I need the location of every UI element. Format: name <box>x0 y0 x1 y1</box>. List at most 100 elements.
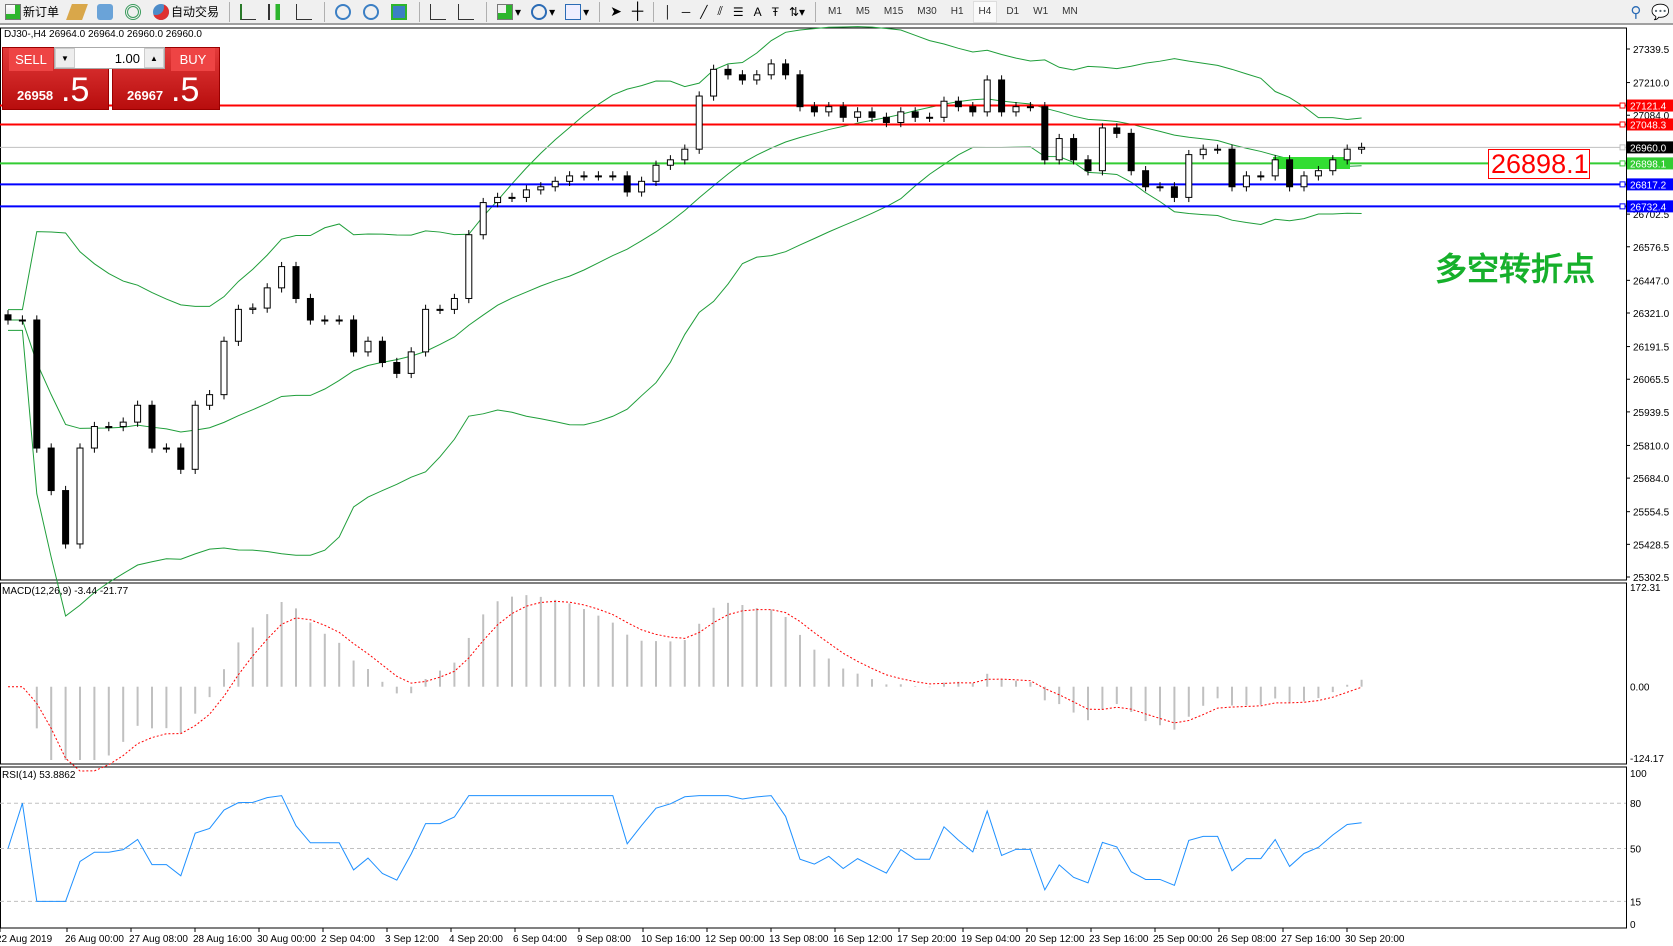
chart-shift-button[interactable] <box>427 1 451 23</box>
candle-bearish <box>1070 138 1078 161</box>
candle-bearish <box>954 100 962 108</box>
candle-bullish <box>1300 175 1308 188</box>
toolbar-separator <box>653 1 655 22</box>
time-tick-label: 6 Sep 04:00 <box>513 934 567 945</box>
time-tick-label: 17 Sep 20:00 <box>897 934 957 945</box>
autoscroll-icon <box>458 3 475 20</box>
candle-bearish <box>177 447 185 470</box>
time-tick-label: 30 Sep 20:00 <box>1345 934 1405 945</box>
time-tick-label: 20 Sep 12:00 <box>1025 934 1085 945</box>
timeframe-m1[interactable]: M1 <box>828 6 842 17</box>
candle-bearish <box>1041 106 1049 161</box>
text-label-tool[interactable]: Ŧ <box>769 1 782 23</box>
candle-bearish <box>738 74 746 81</box>
candle-bullish <box>134 404 142 423</box>
horizontal-line-tool[interactable]: ─ <box>679 1 694 23</box>
candlestick-button[interactable] <box>265 1 289 23</box>
template-icon <box>565 3 582 20</box>
tile-windows-button[interactable] <box>388 1 412 23</box>
candle-bullish <box>638 180 646 193</box>
equidistant-channel-tool[interactable]: ⫽ <box>714 1 725 23</box>
buy-button[interactable]: BUY 26967 .5 <box>112 47 220 110</box>
candle-bearish <box>47 447 55 492</box>
fibonacci-tool[interactable]: ☰ <box>730 1 747 23</box>
timeframe-m15[interactable]: M15 <box>883 6 904 17</box>
line-chart-icon <box>296 3 313 20</box>
terminal-button[interactable] <box>94 1 118 23</box>
autoscroll-button[interactable] <box>455 1 479 23</box>
terminal-icon <box>97 3 114 20</box>
price-level-badge-text: 26732.4 <box>1630 202 1667 213</box>
candle-bearish <box>148 404 156 449</box>
toolbar: 新订单 自动交易 ▾ ▾ ▾ ➤ ┼ │ ─ ╱ ⫽ ☰ A Ŧ ⇅▾ M1 M… <box>0 0 1673 25</box>
price-tick-label: 26065.5 <box>1633 375 1670 386</box>
time-tick-label: 9 Sep 08:00 <box>577 934 631 945</box>
timeframe-m5[interactable]: M5 <box>855 6 870 17</box>
candle-bullish <box>206 394 214 406</box>
toolbar-separator <box>599 1 601 22</box>
bar-chart-button[interactable] <box>237 1 261 23</box>
cursor-icon: ➤ <box>610 3 622 19</box>
price-level-badge <box>1627 141 1673 154</box>
price-tick-label: 25428.5 <box>1633 540 1670 551</box>
vertical-line-tool[interactable]: │ <box>661 1 675 23</box>
price-tick-label: 26447.0 <box>1633 276 1670 287</box>
timeframe-d1[interactable]: D1 <box>1006 6 1020 17</box>
candle-bullish <box>681 148 689 161</box>
timeframe-m30[interactable]: M30 <box>917 6 937 17</box>
timeframe-h4[interactable]: H4 <box>972 0 998 23</box>
signals-button[interactable] <box>122 1 146 23</box>
lot-decrease-button[interactable]: ▼ <box>55 48 75 68</box>
candle-bullish <box>566 175 574 182</box>
price-level-handle <box>1619 181 1626 188</box>
candle-bullish <box>191 404 199 470</box>
candle-bullish <box>465 234 473 299</box>
price-tick-label: 25939.5 <box>1633 408 1670 419</box>
timeframe-w1[interactable]: W1 <box>1033 6 1049 17</box>
toolbar-separator <box>815 1 817 22</box>
candle-bullish <box>234 308 242 342</box>
candle-bullish <box>1314 170 1322 177</box>
zoom-in-button[interactable] <box>332 1 356 23</box>
new-order-button[interactable]: 新订单 <box>2 1 62 23</box>
macd-tick-label: 172.31 <box>1630 583 1661 594</box>
auto-trading-button[interactable]: 自动交易 <box>150 1 222 23</box>
time-tick-label: 27 Sep 16:00 <box>1281 934 1341 945</box>
rsi-pane-frame <box>0 766 1627 929</box>
arrows-icon: ⇅▾ <box>788 4 806 19</box>
candle-bullish <box>494 196 502 204</box>
price-level-handle <box>1619 203 1626 210</box>
sell-label: SELL <box>9 48 53 71</box>
time-tick-label: 26 Sep 08:00 <box>1217 934 1277 945</box>
macd-pane-frame <box>0 582 1627 765</box>
price-tick-label: 26321.0 <box>1633 309 1670 320</box>
indicators-button[interactable]: ▾ <box>494 1 524 23</box>
lot-size-input[interactable] <box>75 50 144 66</box>
candle-bullish <box>422 308 430 353</box>
lot-size-stepper[interactable]: ▼ ▲ <box>54 47 165 69</box>
crosshair-tool[interactable]: ┼ <box>629 1 646 23</box>
search-button[interactable]: ⚲ <box>1627 1 1644 23</box>
chat-button[interactable]: 💬 <box>1648 1 1673 23</box>
cursor-tool[interactable]: ➤ <box>607 1 625 23</box>
timeframe-h1[interactable]: H1 <box>950 6 964 17</box>
tile-icon <box>391 3 408 20</box>
line-chart-button[interactable] <box>293 1 317 23</box>
periods-button[interactable]: ▾ <box>528 1 558 23</box>
candle-bullish <box>90 426 98 449</box>
templates-button[interactable]: ▾ <box>562 1 592 23</box>
candle-bullish <box>825 106 833 113</box>
arrows-tool[interactable]: ⇅▾ <box>786 1 808 23</box>
price-tick-label: 25684.0 <box>1633 474 1670 485</box>
candle-bearish <box>1084 159 1092 172</box>
zoom-out-button[interactable] <box>360 1 384 23</box>
price-tick-label: 26576.5 <box>1633 243 1670 254</box>
lot-increase-button[interactable]: ▲ <box>144 48 164 68</box>
timeframe-mn[interactable]: MN <box>1062 6 1078 17</box>
candle-bearish <box>1286 159 1294 188</box>
text-tool[interactable]: A <box>751 1 765 23</box>
sell-price: 26958 <box>17 88 54 103</box>
trendline-tool[interactable]: ╱ <box>697 1 710 23</box>
candle-bullish <box>407 351 415 374</box>
